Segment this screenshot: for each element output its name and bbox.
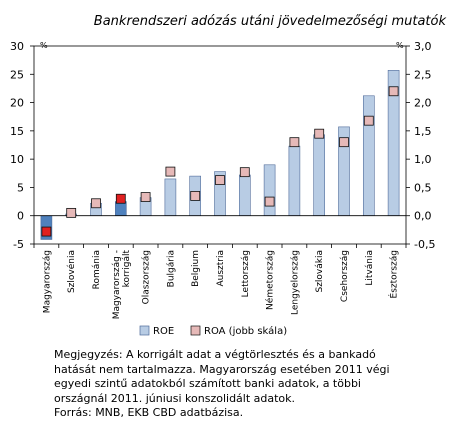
roe-bar: [164, 178, 177, 217]
plot-frame: [33, 45, 407, 245]
roa-marker: [115, 193, 126, 204]
note-line-1: Megjegyzés: A korrigált adat a végtörles…: [54, 348, 376, 361]
roa-marker: [339, 137, 349, 148]
right-tick-label: -0,5: [414, 238, 435, 251]
right-tick-label: 1,5: [414, 125, 432, 138]
roa-marker: [165, 166, 176, 177]
right-tick-label: 3,0: [414, 40, 432, 53]
legend: ROE ROA (jobb skála): [139, 325, 287, 337]
right-tick-label: 0,0: [414, 210, 432, 223]
roe-bar: [239, 174, 251, 217]
chart: Bankrendszeri adózás utáni jövedelmezősé…: [10, 14, 447, 337]
roe-bar: [115, 201, 127, 217]
roe-bar: [313, 134, 326, 217]
roa-marker: [264, 196, 275, 207]
legend-label-roe: ROE: [153, 326, 174, 337]
left-tick-label: -5: [13, 238, 24, 251]
left-tick-label: 10: [10, 153, 24, 166]
roa-marker: [215, 175, 225, 185]
roe-bar: [362, 95, 375, 217]
roa-marker: [239, 167, 250, 178]
category-label: Észtország: [388, 250, 400, 298]
category-label: Litvánia: [365, 250, 375, 286]
roa-marker: [41, 226, 52, 237]
left-tick-label: 20: [10, 97, 24, 110]
left-axis-unit: %: [40, 41, 48, 50]
left-tick-label: 0: [17, 210, 24, 223]
roe-bar: [263, 164, 276, 217]
note-line-2: hatását nem tartalmazza. Magyarország es…: [54, 362, 390, 376]
category-label: Románia: [92, 250, 102, 289]
category-label: Lettország: [241, 250, 251, 297]
left-tick-label: 15: [10, 125, 24, 138]
roa-marker: [91, 198, 101, 209]
roa-marker: [314, 128, 325, 139]
right-tick-label: 0,5: [414, 181, 432, 194]
category-label: Magyarország -korrigált: [112, 250, 132, 320]
chart-note: Megjegyzés: A korrigált adat a végtörles…: [54, 348, 420, 421]
source-line: Forrás: MNB, EKB CBD adatbázisa.: [54, 406, 244, 419]
legend-label-roa: ROA (jobb skála): [204, 325, 287, 337]
category-label: Magyarország: [42, 250, 52, 313]
legend-swatch-roa: [190, 325, 201, 336]
left-tick-label: 5: [17, 181, 24, 194]
category-label: Belgium: [191, 250, 201, 287]
category-label: Olaszország: [142, 250, 152, 304]
category-label: Ausztria: [216, 250, 226, 287]
left-tick-label: 25: [10, 68, 24, 81]
roa-marker: [363, 115, 374, 126]
category-label: Szlovákia: [315, 250, 325, 293]
chart-title: Bankrendszeri adózás utáni jövedelmezősé…: [94, 14, 447, 29]
note-line-4: országnál 2011. júniusi konszolidált ada…: [54, 391, 296, 405]
roa-marker: [190, 191, 201, 201]
category-label: Szlovénia: [66, 250, 77, 293]
right-tick-label: 1,0: [414, 153, 432, 166]
right-axis-unit: %: [396, 41, 404, 50]
roa-marker: [388, 86, 399, 97]
category-label: Bulgária: [166, 250, 176, 287]
category-label: Csehország: [340, 250, 350, 302]
category-label: Németország: [265, 250, 276, 310]
right-tick-label: 2,0: [414, 97, 432, 110]
roa-marker: [140, 192, 151, 202]
roa-marker: [289, 137, 300, 148]
legend-swatch-roe: [139, 325, 150, 336]
right-tick-label: 2,5: [414, 68, 432, 81]
left-tick-label: 30: [10, 40, 24, 53]
roe-bar: [288, 145, 301, 217]
note-line-3: egyedi szintű adatokból számított banki …: [54, 377, 361, 390]
roa-marker: [66, 207, 77, 218]
category-label: Lengyelország: [290, 250, 300, 315]
plot-area: -5 0 5 10 15 20 25 30 -0,5 0,0 0,5 1,0 1,5 2,0 2,5 3,0%…: [10, 40, 435, 319]
